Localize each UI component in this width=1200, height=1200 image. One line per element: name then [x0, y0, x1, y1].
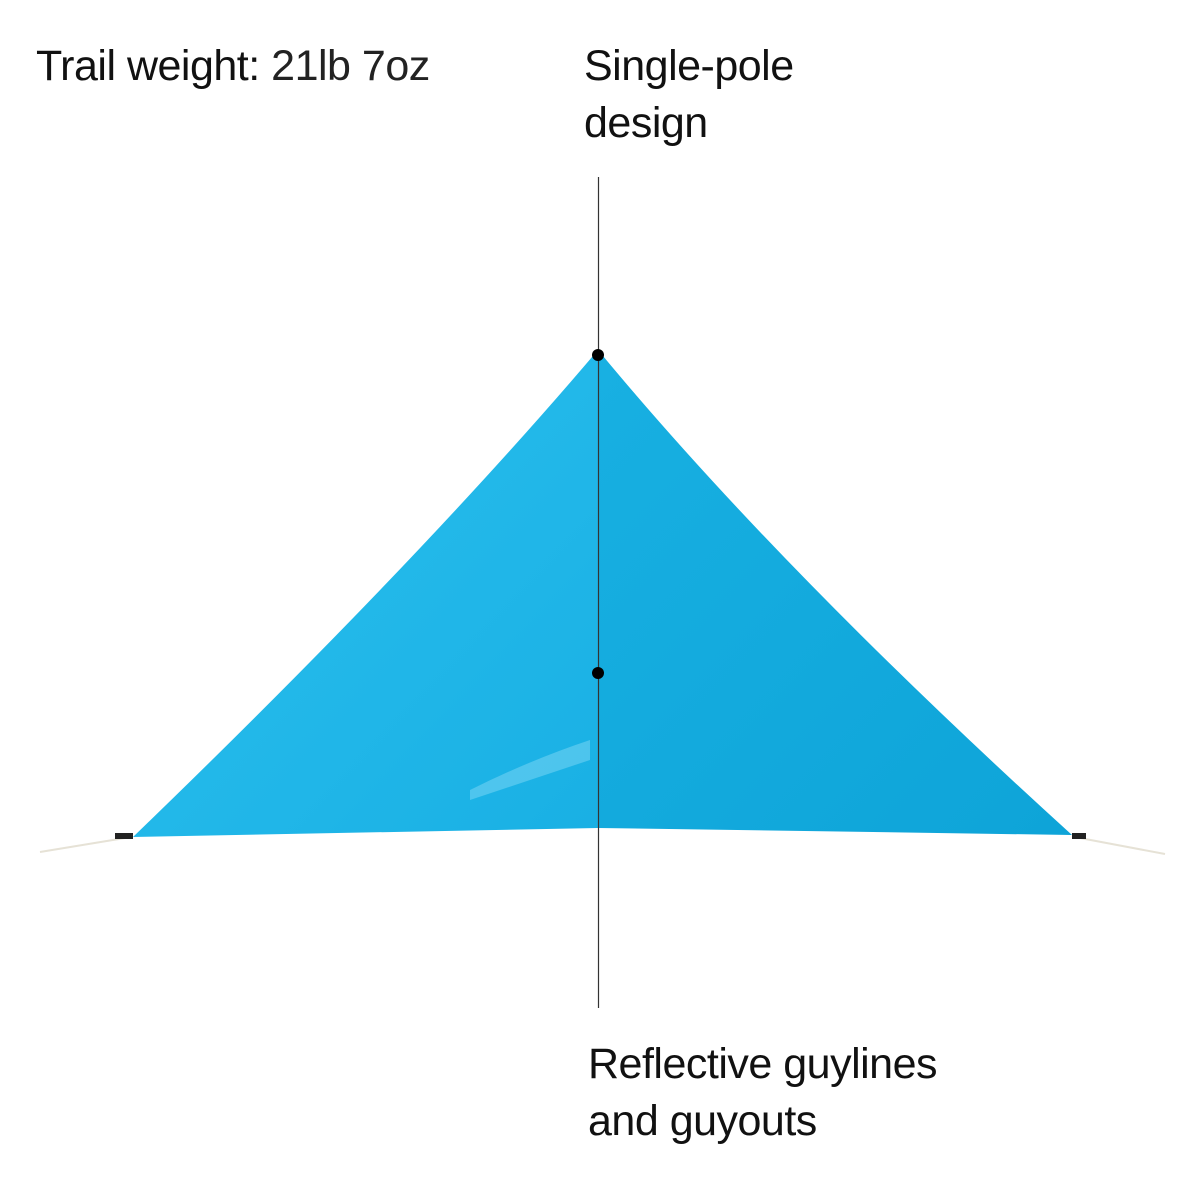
- trail-weight-value: 21lb 7oz: [271, 42, 430, 90]
- callout-guylines: Reflective guylines and guyouts: [588, 1036, 938, 1150]
- callout-dot-guyline: [592, 667, 604, 679]
- guyline-left: [39, 837, 126, 853]
- tent-left-panel: [133, 350, 598, 837]
- guyline-right: [1079, 837, 1166, 855]
- callout-line: and guyouts: [588, 1097, 817, 1145]
- callout-line: Reflective guylines: [588, 1040, 938, 1088]
- trail-weight-key: Trail weight:: [36, 42, 260, 90]
- corner-guyout-left: [115, 833, 133, 839]
- callout-line: Single-pole: [584, 42, 794, 90]
- tent-right-panel: [598, 350, 1072, 835]
- callout-line: design: [584, 99, 708, 147]
- callout-dot-pole: [592, 349, 604, 361]
- corner-guyout-right: [1072, 833, 1086, 839]
- trail-weight-label: Trail weight: 21lb 7oz: [36, 38, 430, 95]
- callout-single-pole: Single-pole design: [584, 38, 794, 152]
- tent-highlight: [470, 740, 590, 800]
